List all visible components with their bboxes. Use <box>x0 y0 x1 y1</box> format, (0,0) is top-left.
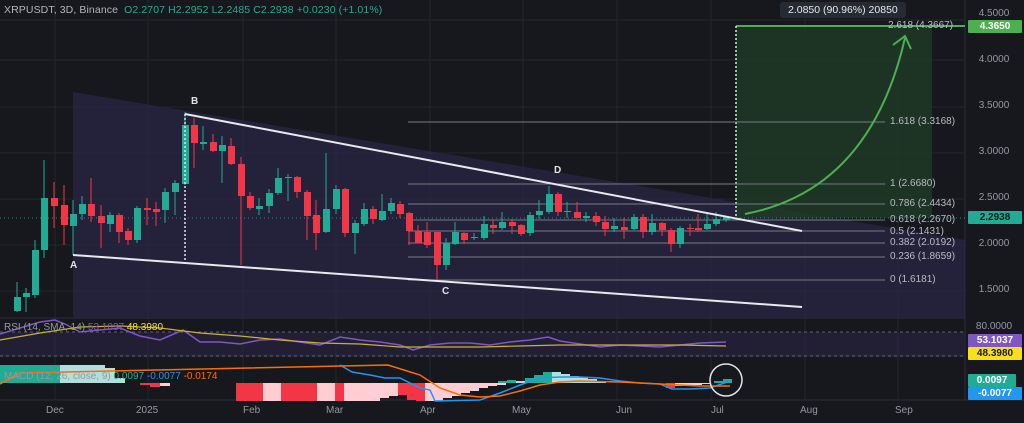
macd-hist-tag: 0.0097 <box>968 374 1016 387</box>
target-arrow <box>744 37 906 215</box>
target-price-tag: 4.3650 <box>968 20 1022 33</box>
ohlc-open: O2.2707 <box>124 4 166 16</box>
macd-value: -0.0077 <box>146 371 181 382</box>
ohlc-close: C2.2938 <box>253 4 294 16</box>
macd-signal-value: -0.0174 <box>183 371 218 382</box>
time-label: Apr <box>420 405 436 416</box>
time-label: Dec <box>46 405 64 416</box>
rsi-line <box>0 319 727 351</box>
macd-line <box>339 364 731 402</box>
fib-label-1: 1 (2.6680) <box>890 178 936 189</box>
time-label: Jul <box>711 405 724 416</box>
measure-tooltip: 2.0850 (90.96%) 20850 <box>780 2 906 18</box>
rsi-axis-tick: 80.0000 <box>975 321 1013 332</box>
symbol-legend[interactable]: XRPUSDT, 3D, Binance O2.2707 H2.2952 L2.… <box>4 4 382 16</box>
price-change: +0.0230 (+1.01%) <box>296 4 383 16</box>
ohlc-high: H2.2952 <box>168 4 209 16</box>
fib-label-0618: 0.618 (2.2670) <box>890 214 956 225</box>
fib-label-2618: 2.618 (4.3667) <box>888 20 954 31</box>
wedge-lower-line[interactable] <box>72 254 803 308</box>
fib-label-0236: 0.236 (1.8659) <box>890 251 956 262</box>
ohlc-low: L2.2485 <box>211 4 251 16</box>
rsi-sma-line <box>0 325 727 348</box>
price-tick: 1.5000 <box>978 284 1010 295</box>
time-label: Feb <box>243 405 261 416</box>
time-label: Jun <box>616 405 633 416</box>
last-price-tag: 2.2938 <box>968 211 1022 224</box>
rsi-tag: 53.1037 <box>968 334 1022 347</box>
wave-point-d: D <box>554 165 562 176</box>
wedge-upper-line[interactable] <box>184 113 803 232</box>
macd-legend[interactable]: MACD (12, 26, close, 9) 0.0097 -0.0077 -… <box>4 371 218 382</box>
signal-line <box>0 364 730 398</box>
rsi-label: RSI (14, SMA, 14) <box>4 322 86 333</box>
highlight-circle <box>709 363 743 397</box>
fib-label-05: 0.5 (2.1431) <box>890 226 944 237</box>
time-label: May <box>512 405 531 416</box>
time-label: Sep <box>895 405 913 416</box>
rsi-sma-tag: 48.3980 <box>968 347 1022 360</box>
fib-label-1618: 1.618 (3.3168) <box>890 116 956 127</box>
fib-label-0786: 0.786 (2.4434) <box>890 198 956 209</box>
price-tick: 3.5000 <box>978 100 1010 111</box>
wave-point-c: C <box>442 286 450 297</box>
time-label: Mar <box>326 405 344 416</box>
price-tick: 2.5000 <box>978 192 1010 203</box>
fib-label-0382: 0.382 (2.0192) <box>890 237 956 248</box>
macd-hist-value: 0.0097 <box>113 371 145 382</box>
wave-point-b: B <box>191 96 199 107</box>
rsi-value: 53.1037 <box>87 322 125 333</box>
price-tick: 4.5000 <box>978 8 1010 19</box>
fib-label-0: 0 (1.6181) <box>890 274 936 285</box>
time-label: 2025 <box>136 405 159 416</box>
wedge-shading <box>73 92 965 318</box>
macd-label: MACD (12, 26, close, 9) <box>4 371 111 382</box>
macd-tag: -0.0077 <box>968 387 1022 400</box>
price-tick: 2.0000 <box>978 238 1010 249</box>
rsi-legend[interactable]: RSI (14, SMA, 14) 53.1037 48.3980 <box>4 322 163 333</box>
price-tick: 4.0000 <box>978 54 1010 65</box>
time-label: Aug <box>800 405 818 416</box>
price-tick: 3.0000 <box>978 146 1010 157</box>
rsi-sma-value: 48.3980 <box>126 322 164 333</box>
fib-lines <box>408 121 885 281</box>
symbol-name: XRPUSDT, 3D, Binance <box>4 4 119 16</box>
wave-point-a: A <box>70 260 78 271</box>
